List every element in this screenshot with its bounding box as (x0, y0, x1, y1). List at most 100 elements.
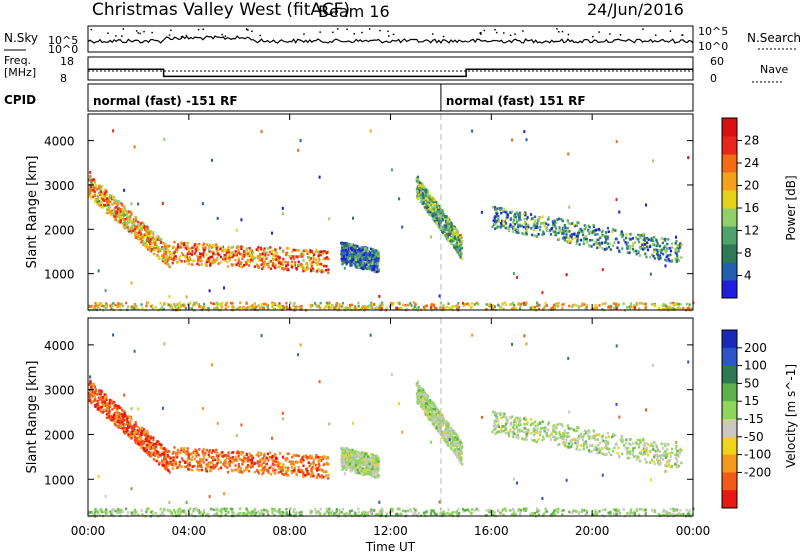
power-point (346, 250, 349, 254)
power-point (278, 261, 281, 265)
power-point (149, 230, 152, 233)
power-point (290, 264, 293, 267)
power-point (572, 233, 575, 236)
power-point (196, 262, 199, 266)
power-point (102, 304, 105, 308)
power-point (568, 304, 571, 308)
power-point (208, 245, 211, 248)
power-point (201, 307, 204, 311)
power-point (237, 306, 240, 310)
power-point (543, 224, 546, 228)
power-point (567, 152, 570, 156)
power-point (556, 218, 559, 221)
power-point (163, 251, 166, 254)
power-point (173, 250, 176, 254)
power-point (458, 247, 461, 250)
power-point (307, 267, 310, 270)
power-point (210, 246, 213, 249)
power-point (171, 257, 174, 261)
velocity-point (246, 465, 249, 469)
velocity-point (426, 406, 429, 409)
power-point (265, 263, 269, 267)
velocity-point (279, 452, 282, 455)
velocity-point (129, 424, 133, 428)
power-point (130, 231, 133, 235)
power-point (430, 303, 433, 306)
velocity-point (216, 461, 219, 465)
velocity-point (370, 471, 373, 475)
velocity-point (173, 456, 176, 459)
power-point (88, 178, 91, 182)
power-point (621, 247, 624, 250)
power-point (105, 192, 108, 195)
power-point (356, 249, 360, 253)
velocity-point (276, 460, 280, 464)
power-point (250, 307, 253, 310)
power-point (364, 251, 367, 254)
power-point (331, 303, 334, 307)
power-point (500, 222, 503, 225)
velocity-point (341, 451, 344, 455)
power-point (256, 254, 259, 258)
power-point (369, 251, 372, 254)
power-point (682, 306, 685, 310)
power-point (164, 250, 167, 254)
power-point (497, 225, 500, 228)
power-point (370, 302, 373, 306)
velocity-point (266, 452, 269, 456)
power-point (427, 195, 430, 198)
velocity-point (165, 458, 168, 461)
power-point (419, 181, 423, 185)
velocity-point (113, 420, 116, 423)
velocity-point (274, 453, 277, 457)
velocity-point (260, 453, 263, 456)
power-point (360, 266, 363, 270)
power-point (324, 305, 327, 309)
power-point (594, 233, 597, 236)
power-point (454, 227, 458, 231)
power-point (442, 225, 445, 229)
power-point (213, 245, 216, 248)
velocity-point (229, 460, 232, 463)
power-point (190, 253, 193, 256)
power-point (335, 304, 338, 307)
power-point (188, 258, 191, 261)
power-point (255, 248, 258, 251)
power-point (211, 255, 214, 259)
nsearch-point (251, 30, 253, 32)
power-point (669, 249, 672, 253)
nsearch-point (90, 28, 93, 31)
velocity-point (295, 454, 298, 457)
nsearch-point (392, 33, 395, 36)
power-point (417, 196, 420, 200)
velocity-point (89, 394, 92, 397)
power-point (587, 224, 590, 227)
power-point (375, 249, 379, 253)
power-point (497, 304, 500, 307)
power-point (151, 236, 154, 239)
power-point (185, 247, 188, 251)
power-point (446, 220, 449, 224)
power-point (167, 257, 170, 260)
power-point (345, 306, 348, 309)
power-point (680, 243, 683, 247)
power-point (350, 250, 354, 254)
velocity-point (132, 426, 135, 429)
velocity-point (275, 457, 278, 460)
power-point (265, 251, 268, 254)
power-point (323, 306, 326, 310)
power-point (305, 268, 308, 271)
power-point (304, 268, 307, 271)
power-point (447, 218, 450, 221)
velocity-point (117, 424, 120, 428)
power-point (295, 305, 298, 308)
velocity-point (349, 464, 352, 467)
velocity-point (251, 464, 254, 467)
power-point (650, 237, 653, 240)
power-point (353, 255, 356, 259)
power-point (615, 307, 618, 310)
power-point (635, 303, 638, 306)
velocity-point (238, 458, 241, 461)
power-point (407, 303, 410, 307)
power-point (215, 302, 218, 306)
